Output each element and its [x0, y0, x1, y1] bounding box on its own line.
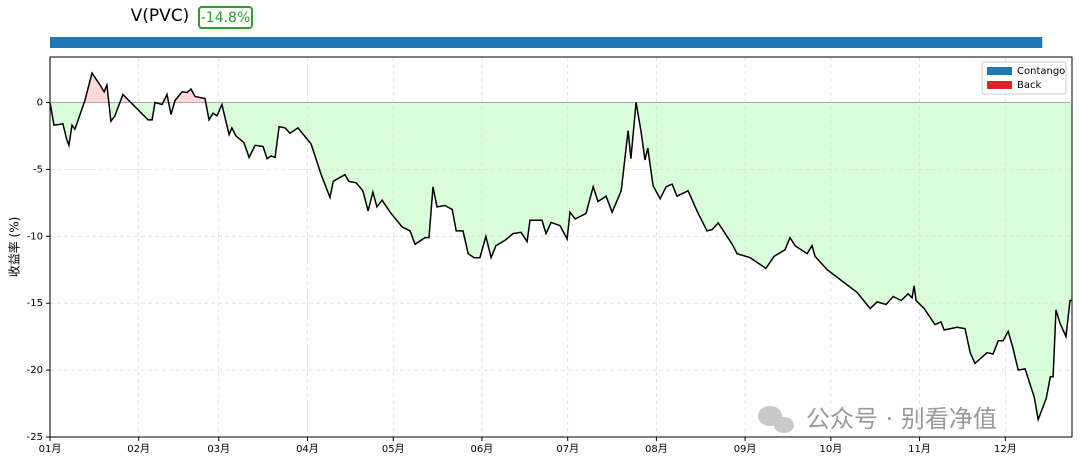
x-tick-label: 07月 [556, 443, 579, 455]
regime-bar [50, 37, 1043, 48]
x-tick-label: 03月 [207, 443, 230, 455]
x-tick-label: 04月 [296, 443, 319, 455]
plot-frame [49, 56, 1073, 438]
y-tick-label: -20 [27, 365, 43, 376]
badge-label: -14.8% [201, 10, 251, 26]
watermark-icon [758, 406, 794, 433]
y-axis-label: 收益率 (%) [7, 217, 22, 278]
chart-title: V(PVC) [131, 6, 190, 26]
badge-box [198, 6, 253, 29]
x-tick-label: 11月 [908, 443, 931, 455]
legend-swatch [987, 81, 1012, 89]
y-tick-label: -10 [27, 231, 43, 242]
x-tick-label: 06月 [471, 443, 494, 455]
y-tick-label: 0 [37, 97, 43, 108]
x-tick-label: 10月 [820, 443, 843, 455]
x-tick-label: 02月 [127, 443, 150, 455]
positive-area [84, 73, 206, 103]
y-tick-label: -25 [27, 432, 43, 443]
x-tick-label: 09月 [734, 443, 757, 455]
legend-label: Contango [1017, 66, 1065, 77]
x-tick-label: 01月 [39, 443, 62, 455]
x-tick-label: 12月 [994, 443, 1017, 455]
legend-label: Back [1017, 80, 1041, 91]
y-tick-label: -5 [33, 164, 43, 175]
watermark: 公众号 · 别看净值 [806, 405, 997, 433]
line [49, 71, 1072, 423]
negative-area [50, 102, 1072, 420]
x-tick-label: 08月 [645, 443, 668, 455]
x-tick-label: 05月 [382, 443, 405, 455]
legend-swatch [987, 67, 1012, 75]
y-tick-label: -15 [27, 298, 43, 309]
